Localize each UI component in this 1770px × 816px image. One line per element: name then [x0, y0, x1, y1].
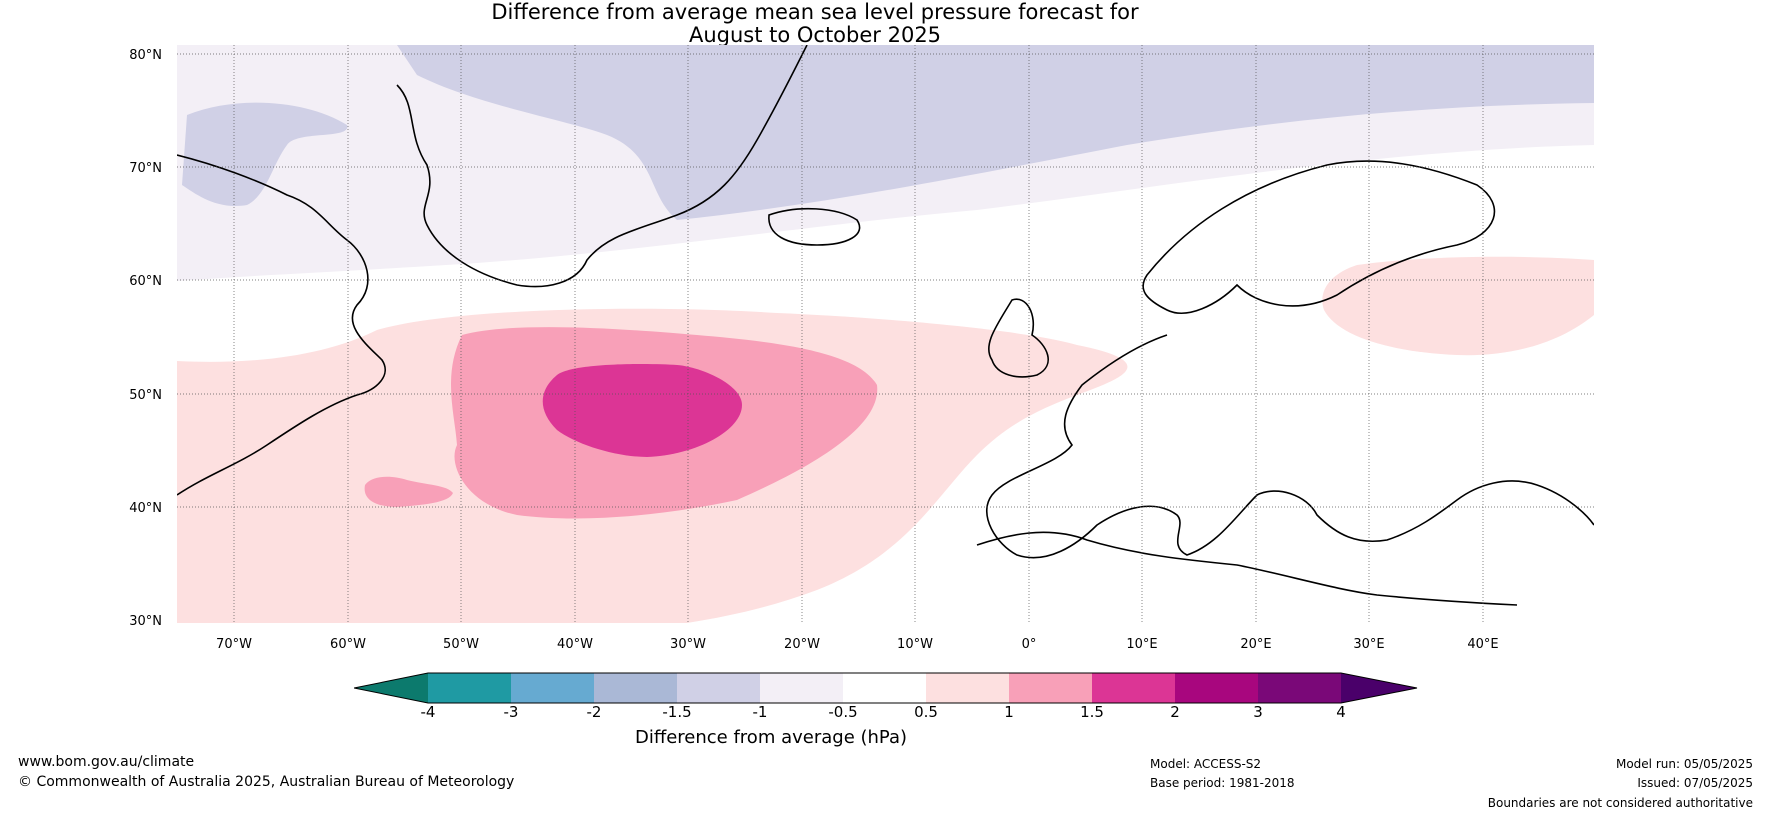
lon-label-20e: 20°E — [1240, 637, 1272, 652]
colorbar-tick-label: 3 — [1253, 703, 1263, 721]
colorbar-tick-label: 0.5 — [914, 703, 938, 721]
colorbar-tick-label: -4 — [420, 703, 436, 721]
lat-label-80n: 80°N — [129, 48, 162, 63]
lon-label-50w: 50°W — [443, 637, 479, 652]
colorbar-title: Difference from average (hPa) — [634, 727, 908, 748]
model-run-date: Model run: 05/05/2025 — [1615, 757, 1753, 771]
colorbar-tick-label: -1.5 — [662, 703, 692, 721]
lon-label-20w: 20°W — [784, 637, 820, 652]
colorbar-segment-5 — [760, 673, 843, 703]
strong-positive-anomaly-core — [542, 364, 742, 457]
lat-label-60n: 60°N — [129, 274, 162, 289]
website-link[interactable]: www.bom.gov.au/climate — [18, 754, 195, 770]
colorbar-segment-1 — [428, 673, 511, 703]
colorbar-tick-label: 1 — [1004, 703, 1014, 721]
boundaries-disclaimer: Boundaries are not considered authoritat… — [1487, 796, 1753, 810]
uk-coast — [987, 298, 1049, 378]
lon-label-10w: 10°W — [897, 637, 933, 652]
arctic-negative-anomaly — [397, 45, 1594, 220]
colorbar-segment-3 — [594, 673, 677, 703]
pressure-anomaly-map — [177, 45, 1594, 623]
colorbar-segment-2 — [511, 673, 594, 703]
canada-coast — [177, 154, 386, 496]
north-africa-coast — [976, 531, 1518, 606]
colorbar-tick-label: -2 — [586, 703, 602, 721]
issued-date: Issued: 07/05/2025 — [1637, 776, 1753, 790]
lon-label-0: 0° — [1021, 637, 1037, 652]
lon-label-40w: 40°W — [557, 637, 593, 652]
colorbar-outline — [354, 672, 1418, 704]
colorbar-segment-10 — [1175, 673, 1258, 703]
colorbar-segment-4 — [677, 673, 760, 703]
lon-label-10e: 10°E — [1126, 637, 1158, 652]
colorbar-segment-7 — [926, 673, 1009, 703]
lat-label-50n: 50°N — [129, 388, 162, 403]
colorbar-tick-label: -0.5 — [828, 703, 858, 721]
moderate-positive-patch-west — [364, 476, 453, 507]
colorbar-tick-label: 4 — [1336, 703, 1346, 721]
colorbar-segment-9 — [1092, 673, 1175, 703]
gridlines — [177, 45, 1594, 623]
colorbar — [354, 672, 1418, 704]
colorbar-tick-label: -3 — [503, 703, 519, 721]
lon-label-70w: 70°W — [216, 637, 252, 652]
copyright-text: © Commonwealth of Australia 2025, Austra… — [18, 774, 515, 790]
base-period: Base period: 1981-2018 — [1150, 776, 1295, 790]
chart-title-line2: August to October 2025 — [688, 23, 942, 47]
model-name: Model: ACCESS-S2 — [1150, 757, 1262, 771]
colorbar-tick-label: 2 — [1170, 703, 1180, 721]
colorbar-extend-high — [1341, 673, 1417, 703]
colorbar-segment-11 — [1258, 673, 1341, 703]
colorbar-segment-8 — [1009, 673, 1092, 703]
coastlines — [177, 45, 1594, 606]
weak-positive-anomaly-russia — [1322, 256, 1594, 356]
negative-patch-baffin — [182, 102, 348, 206]
lon-label-60w: 60°W — [330, 637, 366, 652]
lat-label-40n: 40°N — [129, 501, 162, 516]
lat-label-70n: 70°N — [129, 161, 162, 176]
greenland-coast — [396, 45, 808, 288]
lon-label-30w: 30°W — [670, 637, 706, 652]
lon-label-40e: 40°E — [1467, 637, 1499, 652]
colorbar-extend-low — [354, 673, 428, 703]
colorbar-tick-label: -1 — [752, 703, 768, 721]
lat-label-30n: 30°N — [129, 614, 162, 629]
lon-label-30e: 30°E — [1353, 637, 1385, 652]
colorbar-segment-6 — [843, 673, 926, 703]
iceland-coast — [768, 207, 861, 246]
chart-title-line1: Difference from average mean sea level p… — [491, 0, 1139, 24]
colorbar-tick-label: 1.5 — [1080, 703, 1104, 721]
europe-coast — [986, 334, 1594, 559]
scandinavia-coast — [1142, 160, 1496, 314]
